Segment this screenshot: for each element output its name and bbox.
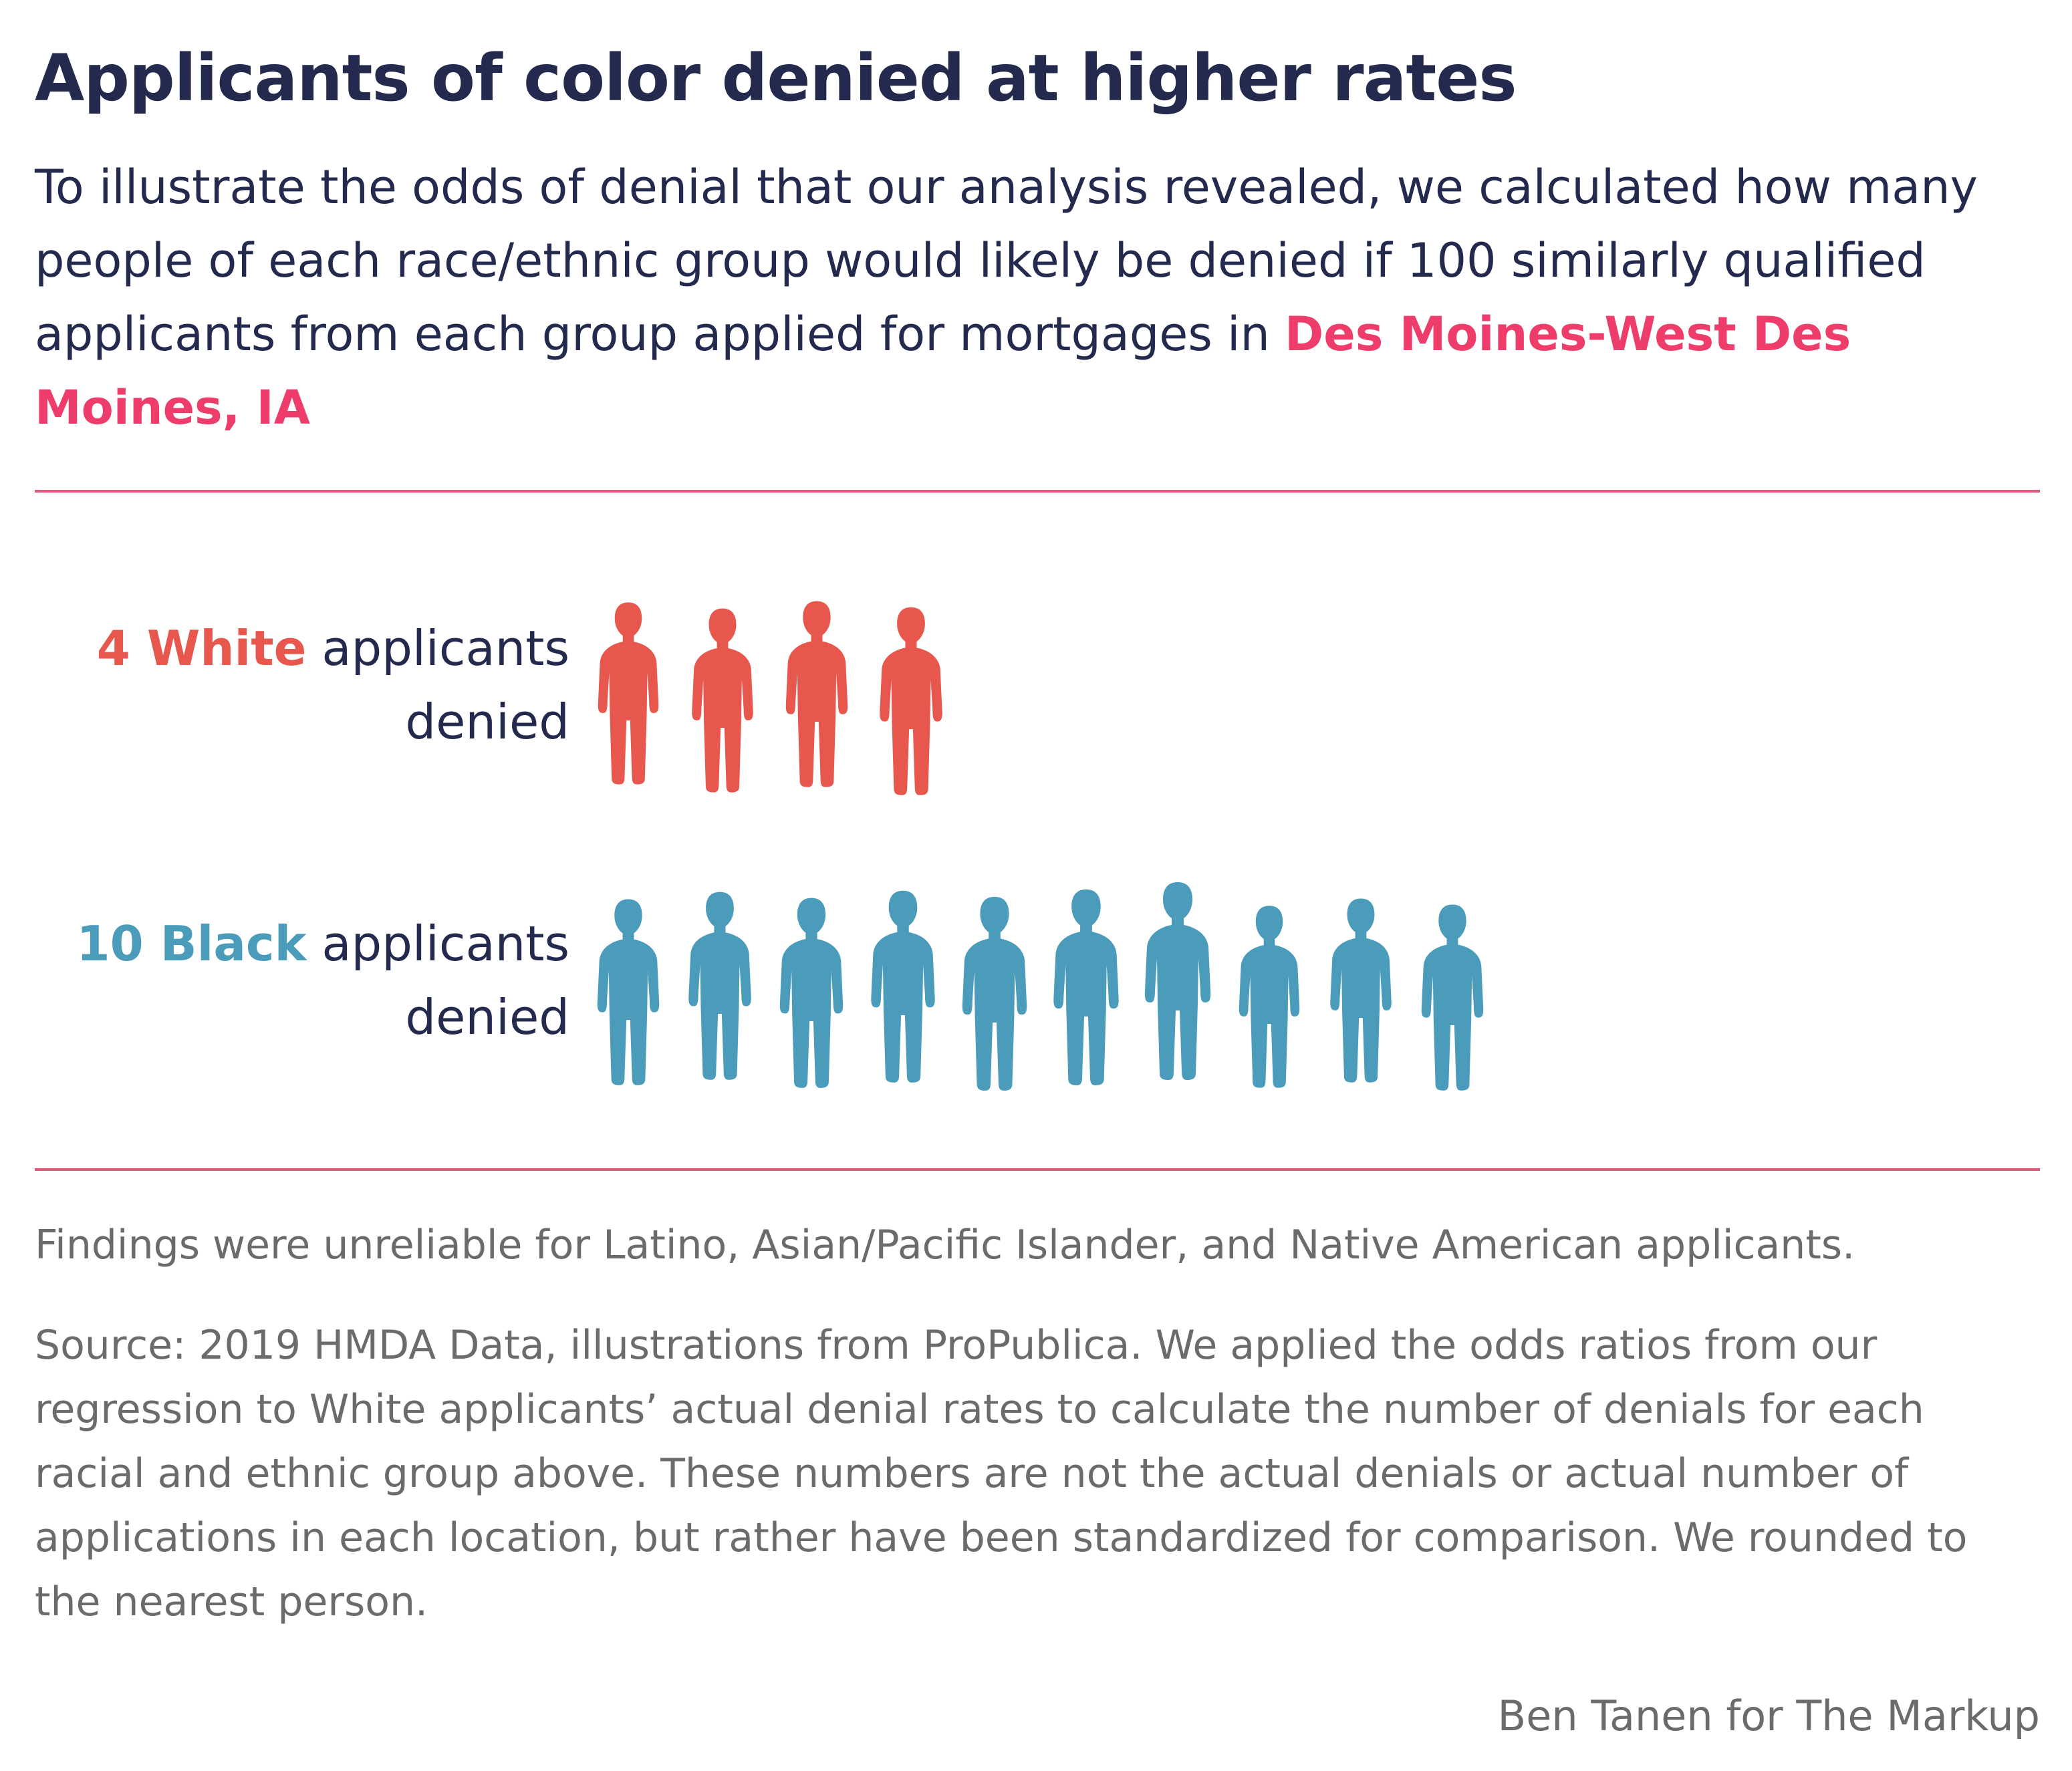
white-group-name: White	[146, 620, 307, 676]
subtitle-location: Des Moines-West Des Moines, IA	[35, 307, 1851, 435]
white-count: 4	[96, 620, 130, 676]
black-suffix-2: denied	[405, 989, 569, 1045]
row-label-white: 4 White applicants denied	[35, 611, 569, 759]
person-black	[962, 896, 1027, 1091]
bottom-divider	[35, 1168, 2040, 1171]
person-black	[1421, 904, 1484, 1091]
person-black	[1053, 889, 1119, 1085]
person-white	[692, 608, 753, 793]
white-count-group: 4 White	[97, 620, 307, 676]
row-white-people	[598, 601, 942, 795]
row-label-black: 10 Black applicants denied	[35, 907, 569, 1054]
row-black-people	[597, 882, 1484, 1091]
black-count-group: 10 Black	[76, 916, 306, 972]
person-black	[1239, 906, 1300, 1088]
black-suffix-1: applicants	[321, 916, 569, 972]
person-white	[785, 601, 848, 787]
chart-title: Applicants of color denied at higher rat…	[35, 41, 1517, 116]
footnote: Findings were unreliable for Latino, Asi…	[35, 1222, 1855, 1268]
person-white	[598, 602, 659, 785]
pictogram	[597, 601, 1484, 1091]
chart-subtitle: To illustrate the odds of denial that ou…	[35, 150, 2040, 444]
top-divider	[35, 490, 2040, 493]
credit: Ben Tanen for The Markup	[1497, 1691, 2040, 1740]
subtitle-text: To illustrate the odds of denial that ou…	[35, 160, 1978, 362]
white-suffix-1: applicants	[321, 620, 569, 676]
person-black	[1144, 882, 1211, 1080]
white-suffix-2: denied	[405, 694, 569, 750]
person-black	[779, 898, 844, 1088]
source-note: Source: 2019 HMDA Data, illustrations fr…	[35, 1322, 1968, 1625]
black-count: 10	[76, 916, 144, 972]
person-black	[871, 890, 935, 1083]
person-black	[688, 892, 751, 1080]
person-black	[597, 899, 660, 1085]
person-white	[880, 607, 942, 795]
person-black	[1330, 898, 1392, 1083]
black-group-name: Black	[160, 916, 307, 972]
